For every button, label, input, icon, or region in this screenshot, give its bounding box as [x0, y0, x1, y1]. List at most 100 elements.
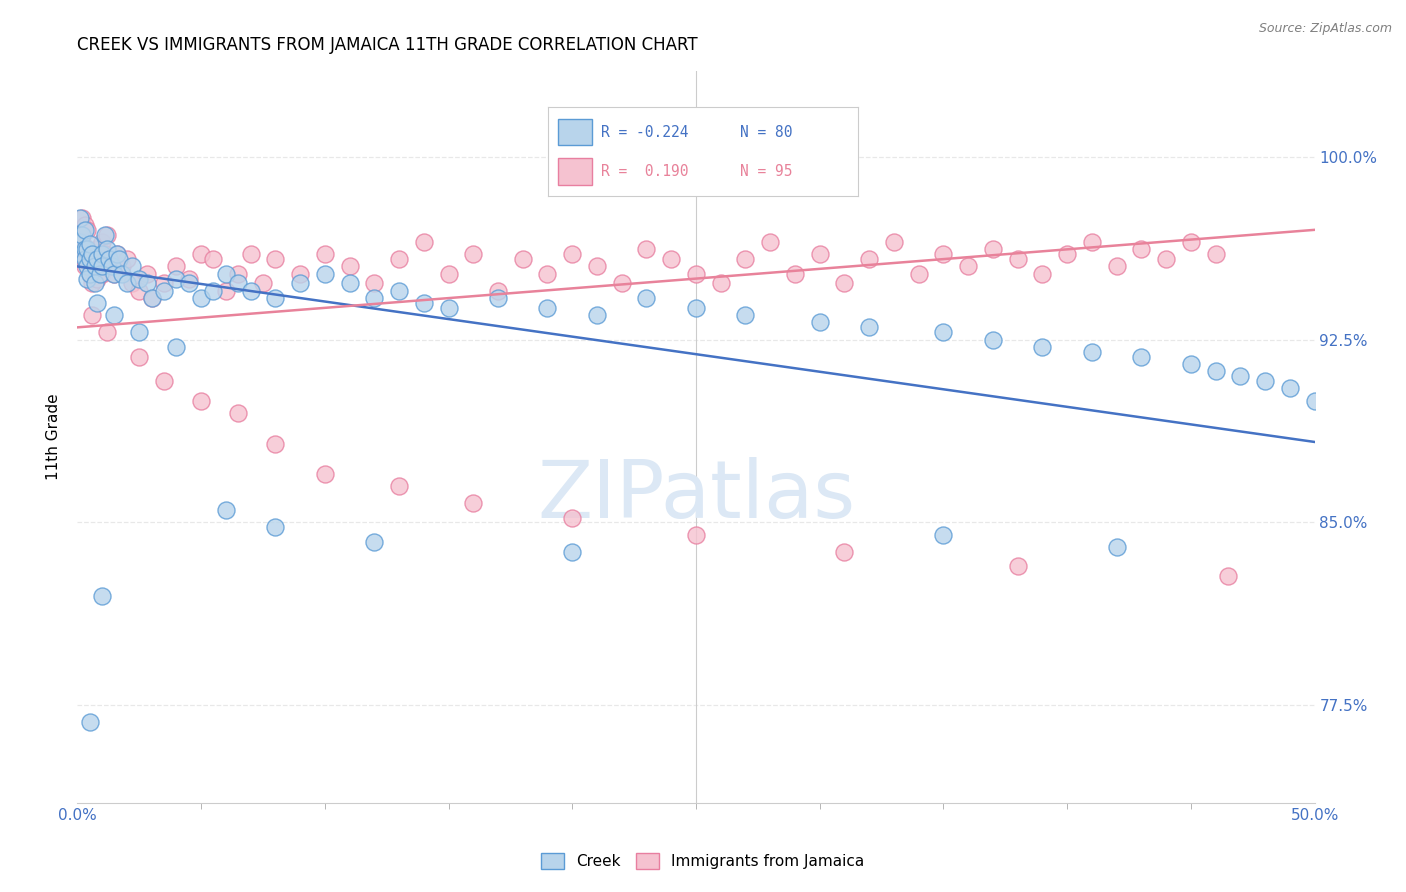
Point — [264, 252, 287, 266]
Point — [79, 252, 101, 266]
Point — [1205, 364, 1227, 378]
Text: R = -0.224: R = -0.224 — [600, 125, 689, 139]
Point — [1130, 243, 1153, 257]
Text: N = 80: N = 80 — [740, 125, 793, 139]
Point — [111, 267, 134, 281]
Point — [72, 211, 94, 225]
Legend: Creek, Immigrants from Jamaica: Creek, Immigrants from Jamaica — [536, 847, 870, 875]
Point — [86, 252, 108, 266]
Point — [86, 271, 108, 285]
Point — [264, 291, 287, 305]
Point — [111, 260, 134, 274]
Point — [115, 277, 138, 291]
Point — [437, 267, 460, 281]
Point — [115, 252, 138, 266]
Bar — [558, 119, 592, 145]
Point — [858, 320, 880, 334]
Point — [79, 237, 101, 252]
Point — [363, 291, 385, 305]
Point — [91, 247, 114, 261]
Point — [96, 227, 118, 242]
Point — [1081, 344, 1104, 359]
Point — [463, 247, 485, 261]
Point — [177, 277, 200, 291]
Point — [73, 252, 96, 266]
Point — [76, 260, 98, 274]
Point — [226, 267, 249, 281]
Point — [83, 260, 105, 274]
Point — [536, 301, 558, 315]
Text: ZIPatlas: ZIPatlas — [537, 457, 855, 534]
Point — [105, 247, 128, 261]
Point — [108, 252, 131, 266]
Point — [252, 277, 274, 291]
Point — [135, 277, 157, 291]
Point — [834, 277, 856, 291]
Point — [808, 247, 831, 261]
Point — [72, 235, 94, 249]
Point — [288, 267, 311, 281]
Point — [226, 406, 249, 420]
Point — [190, 393, 212, 408]
Text: R =  0.190: R = 0.190 — [600, 164, 689, 178]
Point — [437, 301, 460, 315]
Point — [288, 277, 311, 291]
Text: Source: ZipAtlas.com: Source: ZipAtlas.com — [1258, 22, 1392, 36]
Point — [86, 243, 108, 257]
Point — [79, 267, 101, 281]
Point — [69, 211, 91, 225]
Point — [121, 260, 143, 274]
Text: CREEK VS IMMIGRANTS FROM JAMAICA 11TH GRADE CORRELATION CHART: CREEK VS IMMIGRANTS FROM JAMAICA 11TH GR… — [77, 36, 697, 54]
Point — [128, 271, 150, 285]
Point — [783, 267, 806, 281]
Point — [76, 243, 98, 257]
Point — [314, 247, 336, 261]
Point — [91, 235, 114, 249]
Point — [834, 544, 856, 558]
Point — [759, 235, 782, 249]
Point — [463, 496, 485, 510]
Point — [1130, 350, 1153, 364]
Point — [339, 277, 361, 291]
Point — [153, 277, 176, 291]
Point — [72, 252, 94, 266]
Point — [76, 243, 98, 257]
Point — [141, 291, 163, 305]
Point — [808, 316, 831, 330]
Point — [82, 277, 104, 291]
Point — [636, 243, 658, 257]
Point — [202, 252, 225, 266]
Point — [69, 235, 91, 249]
Point — [388, 284, 411, 298]
Point — [153, 374, 176, 388]
Point — [98, 252, 121, 266]
Point — [388, 252, 411, 266]
Point — [561, 510, 583, 524]
Point — [96, 243, 118, 257]
Point — [89, 267, 111, 281]
Point — [202, 284, 225, 298]
Point — [314, 267, 336, 281]
Point — [76, 252, 98, 266]
Point — [636, 291, 658, 305]
Point — [1105, 540, 1128, 554]
Point — [1229, 369, 1251, 384]
Point — [388, 479, 411, 493]
Point — [83, 260, 105, 274]
Point — [89, 252, 111, 266]
Point — [734, 252, 756, 266]
Point — [957, 260, 980, 274]
Point — [685, 301, 707, 315]
Point — [536, 267, 558, 281]
Point — [165, 340, 187, 354]
Point — [73, 243, 96, 257]
Point — [561, 247, 583, 261]
Point — [91, 589, 114, 603]
Point — [79, 247, 101, 261]
Point — [512, 252, 534, 266]
Point — [82, 252, 104, 266]
Point — [883, 235, 905, 249]
Point — [105, 247, 128, 261]
Point — [177, 271, 200, 285]
Point — [734, 308, 756, 322]
